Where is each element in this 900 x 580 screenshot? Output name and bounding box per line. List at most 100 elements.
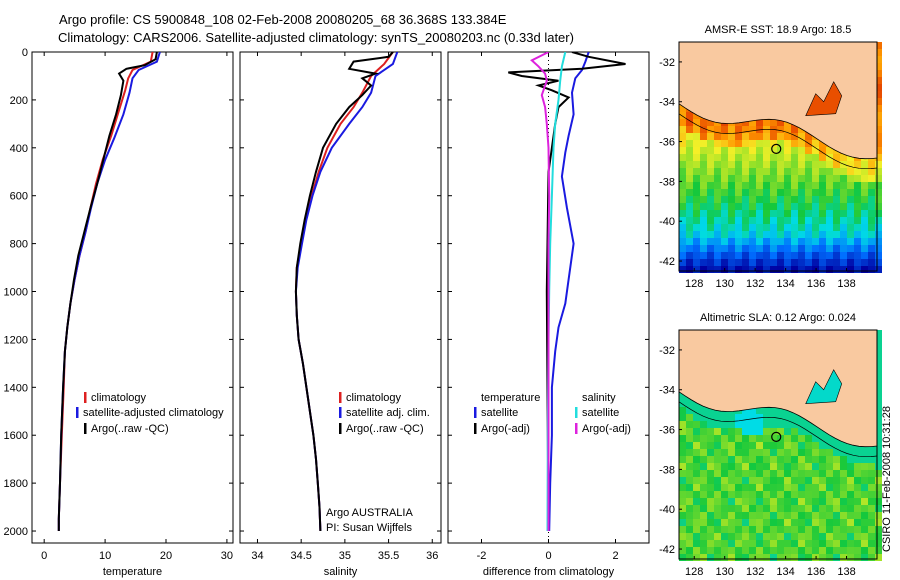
map-cell [854,252,861,259]
map-cell [693,210,700,217]
map-cell [679,442,686,449]
map-cell [714,505,721,512]
map-cell [714,231,721,238]
map-cell [686,154,693,161]
map-cell [798,449,805,456]
map-cell [728,484,735,491]
map-cell [686,533,693,540]
map-cell [700,470,707,477]
map-cell [847,210,854,217]
map-cell [714,477,721,484]
map-cell [840,231,847,238]
map-cell [707,449,714,456]
map-cell [847,161,854,168]
map-cell [679,526,686,533]
map-cell [798,498,805,505]
y-tick-label: 1000 [4,287,28,299]
map-cell [707,189,714,196]
map-cell [847,540,854,547]
map-cell [742,238,749,245]
map-cell [749,203,756,210]
map-cell [791,168,798,175]
map-cell [777,428,784,435]
map-cell [812,168,819,175]
map-cell [833,217,840,224]
map-cell [826,231,833,238]
map-cell [826,512,833,519]
map-cell [812,238,819,245]
map-cell [742,168,749,175]
map-cell [826,196,833,203]
map-cell [805,540,812,547]
map-cell [693,231,700,238]
map-cell [756,526,763,533]
map-cell [679,203,686,210]
map-cell [728,182,735,189]
map-cell [693,526,700,533]
map-cell [735,259,742,266]
map-cell [826,147,833,154]
x-tick-label: 132 [746,278,764,290]
map-cell [714,533,721,540]
map-cell [763,428,770,435]
profile-location-marker [771,431,782,442]
map-cell [854,175,861,182]
map-cell [749,266,756,273]
map-cell [735,533,742,540]
map-cell [721,210,728,217]
land-mass [678,41,878,160]
map-cell [868,238,875,245]
map-cell [875,421,882,428]
map-cell [728,217,735,224]
map-cell [700,442,707,449]
map-cell [721,175,728,182]
map-cell [833,554,840,561]
map-cell [679,463,686,470]
x-tick-label: 130 [716,278,734,290]
map-cell [728,449,735,456]
map-cell [791,414,798,421]
map-cell [854,554,861,561]
map-cell [847,266,854,273]
map-cell [756,238,763,245]
map-cell [693,217,700,224]
map-cell [847,526,854,533]
map-cell [714,147,721,154]
map-cell [868,498,875,505]
map-cell [728,245,735,252]
map-cell [721,498,728,505]
map-cell [679,266,686,273]
map-cell [854,463,861,470]
map-cell [784,231,791,238]
map-cell [854,526,861,533]
map-cell [777,189,784,196]
map-cell [847,238,854,245]
map-cell [679,210,686,217]
map-cell [875,372,882,379]
map-cell [714,252,721,259]
map-cell [728,526,735,533]
map-cell [798,540,805,547]
map-cell [777,505,784,512]
map-cell [700,238,707,245]
map-cell [847,224,854,231]
map-cell [798,175,805,182]
map-cell [875,386,882,393]
map-cell [819,266,826,273]
map-cell [777,456,784,463]
map-cell [840,154,847,161]
map-cell [707,133,714,140]
map-cell [875,91,882,98]
map-cell [700,140,707,147]
map-cell [826,217,833,224]
map-cell [854,547,861,554]
map-cell [833,526,840,533]
map-cell [791,484,798,491]
map-cell [798,140,805,147]
map-cell [735,231,742,238]
map-cell [770,175,777,182]
map-cell [833,449,840,456]
map-cell [686,512,693,519]
map-cell [833,210,840,217]
map-cell [798,428,805,435]
